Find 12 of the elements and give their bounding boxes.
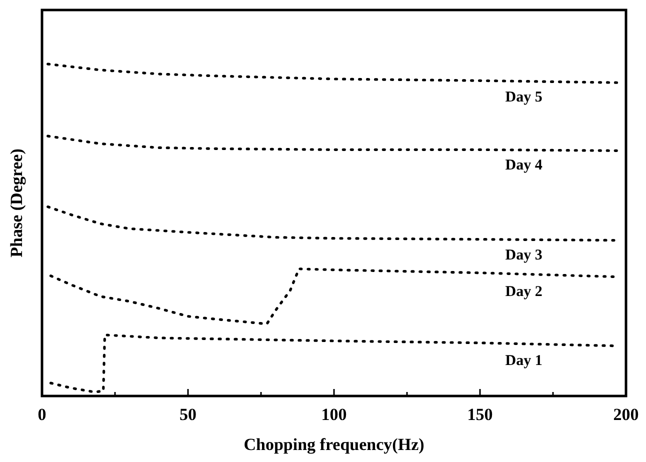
series-label: Day 5 — [505, 90, 542, 106]
series-label: Day 3 — [505, 247, 542, 264]
series-label: Day 2 — [505, 284, 542, 300]
x-tick-label: 200 — [613, 405, 639, 424]
x-axis-title: Chopping frequency(Hz) — [244, 435, 424, 454]
x-tick-label: 100 — [321, 405, 347, 424]
series-label: Day 1 — [505, 352, 542, 369]
series-label: Day 4 — [505, 158, 543, 174]
x-tick-label: 150 — [467, 405, 493, 424]
y-axis-title: Phase (Degree) — [7, 148, 26, 258]
x-tick-label: 50 — [180, 405, 196, 424]
x-tick-label: 0 — [38, 405, 46, 424]
